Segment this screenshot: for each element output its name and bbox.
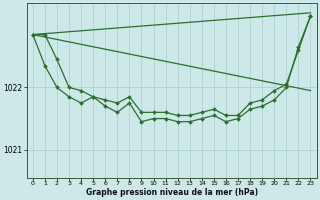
- X-axis label: Graphe pression niveau de la mer (hPa): Graphe pression niveau de la mer (hPa): [85, 188, 258, 197]
